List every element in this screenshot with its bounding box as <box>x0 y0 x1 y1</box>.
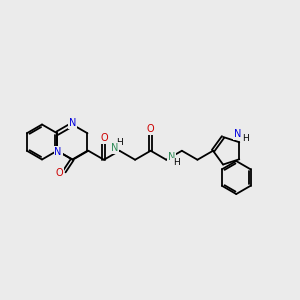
Text: N: N <box>234 129 241 139</box>
Text: O: O <box>56 167 63 178</box>
Text: N: N <box>69 118 76 128</box>
Text: H: H <box>242 134 249 143</box>
Text: O: O <box>100 134 108 143</box>
Text: H: H <box>116 138 123 147</box>
Text: N: N <box>55 147 62 157</box>
Text: N: N <box>168 152 175 162</box>
Text: N: N <box>111 143 118 153</box>
Text: H: H <box>173 158 180 167</box>
Text: O: O <box>147 124 154 134</box>
